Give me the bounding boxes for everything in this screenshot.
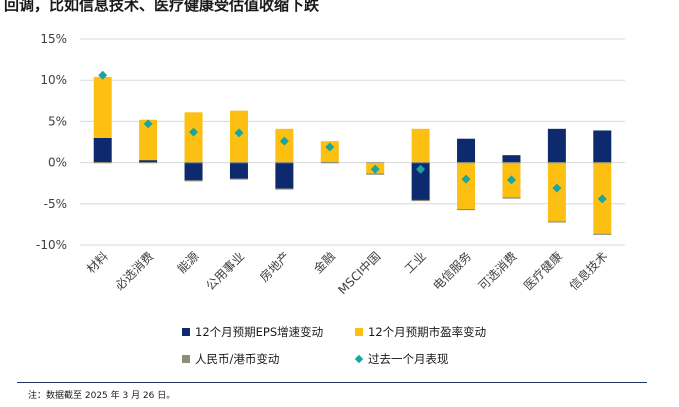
x-tick-label: 信息技术	[566, 249, 611, 294]
bar-eps	[411, 162, 430, 201]
y-tick-label: 0%	[48, 156, 67, 170]
x-tick-label: 能源	[175, 249, 202, 276]
footnote: 注：数据截至 2025 年 3 月 26 日。	[28, 391, 176, 401]
x-tick-label: 公用事业	[203, 249, 247, 293]
bar-pe	[457, 162, 476, 210]
bar-pe	[139, 119, 158, 161]
legend-diamond-past-month	[354, 354, 364, 364]
marker-past-month	[552, 183, 562, 193]
x-tick-label: 工业	[402, 249, 429, 276]
bar-eps	[502, 155, 521, 163]
marker-past-month	[234, 128, 244, 138]
bar-eps	[457, 138, 476, 163]
chart-title: 回调，比如信息技术、医疗健康受估值收缩下跌	[4, 0, 320, 14]
footer-rule	[17, 382, 647, 383]
marker-past-month	[98, 70, 108, 80]
legend-item-pe: 12个月预期市盈率变动	[355, 324, 486, 340]
y-tick-label: 15%	[40, 32, 67, 46]
bar-eps	[547, 128, 566, 163]
legend-label-past-month: 过去一个月表现	[368, 352, 449, 366]
legend-item-fx: 人民币/港币变动	[182, 351, 279, 367]
bar-pe	[93, 76, 112, 138]
x-tick-label: MSCI中国	[335, 249, 384, 298]
marker-past-month	[506, 175, 516, 185]
y-tick-label: 5%	[48, 114, 67, 128]
y-tick-label: 10%	[40, 73, 67, 87]
bar-eps	[139, 160, 158, 163]
bar-eps	[184, 162, 203, 181]
y-tick-label: -10%	[36, 238, 67, 252]
marker-past-month	[143, 119, 153, 129]
x-tick-label: 必选消费	[112, 249, 156, 293]
x-tick-label: 金融	[310, 249, 338, 277]
bar-pe	[411, 128, 430, 163]
marker-past-month	[279, 136, 289, 146]
x-tick-label: 医疗健康	[520, 249, 565, 294]
y-tick-label: -5%	[44, 197, 67, 211]
x-tick-label: 材料	[84, 249, 111, 276]
marker-past-month	[416, 164, 426, 174]
bar-eps	[593, 130, 612, 163]
marker-past-month	[325, 142, 335, 152]
bar-pe	[184, 112, 203, 163]
bar-pe	[275, 128, 294, 163]
bar-eps	[275, 162, 294, 189]
x-tick-label: 可选消费	[476, 249, 520, 293]
legend-label-eps: 12个月预期EPS增速变动	[195, 325, 324, 339]
bar-pe	[320, 141, 339, 163]
legend-item-eps: 12个月预期EPS增速变动	[182, 324, 323, 340]
bar-eps	[93, 137, 112, 163]
x-tick-label: 房地产	[256, 249, 292, 285]
legend-item-past-month: 过去一个月表现	[354, 351, 449, 367]
marker-past-month	[370, 164, 380, 174]
chart: -10% -5% 0% 5% 10% 15% 材料 必选消费 能源 公用事业 房地产 金融MSCI中国…	[36, 32, 625, 298]
marker-past-month	[189, 127, 199, 137]
marker-past-month	[597, 194, 607, 204]
legend-swatch-pe	[355, 328, 363, 336]
legend-label-fx: 人民币/港币变动	[195, 352, 280, 366]
legend-swatch-fx	[182, 355, 190, 363]
marker-past-month	[461, 174, 471, 184]
legend-swatch-eps	[182, 328, 190, 336]
bar-eps	[229, 162, 248, 180]
legend-label-pe: 12个月预期市盈率变动	[368, 325, 487, 339]
x-tick-label: 电信服务	[430, 249, 475, 294]
